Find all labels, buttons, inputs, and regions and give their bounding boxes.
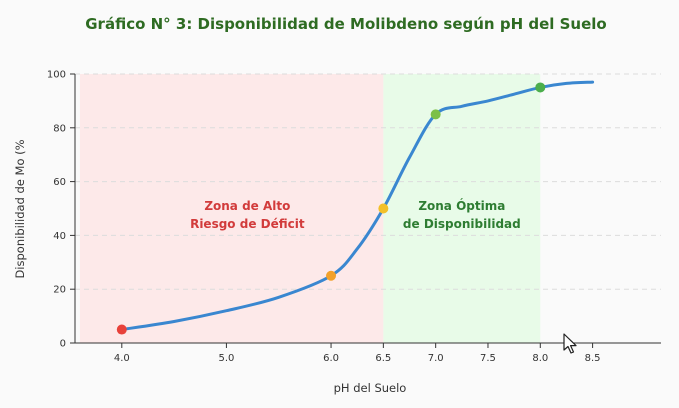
series-line-0 <box>120 80 595 332</box>
points-layer <box>116 82 546 335</box>
x-tick-label-6: 8.0 <box>532 353 548 364</box>
y-tick-label-5: 100 <box>47 70 66 81</box>
zone-labels-layer: Zona de Alto Riesgo de Déficit Zona Óptima… <box>190 198 521 231</box>
zone-band-1 <box>383 74 541 343</box>
x-tick-label-5: 7.5 <box>480 353 496 364</box>
zone-band-0 <box>79 74 384 343</box>
data-point-2 <box>378 203 389 214</box>
data-point-3 <box>430 109 441 120</box>
zone-label-1-1: de Disponibilidad <box>403 217 521 231</box>
chart-title: Gráfico N° 3: Disponibilidad de Molibden… <box>85 15 606 33</box>
y-tick-label-0: 0 <box>60 339 66 350</box>
x-axis-label: pH del Suelo <box>334 381 407 395</box>
zone-label-0-1: Riesgo de Déficit <box>190 217 305 231</box>
x-tick-label-0: 4.0 <box>114 353 130 364</box>
y-tick-label-1: 20 <box>53 285 66 296</box>
data-point-4 <box>535 82 546 93</box>
y-tick-label-3: 60 <box>53 177 66 188</box>
x-tick-label-1: 5.0 <box>218 353 234 364</box>
x-tick-label-3: 6.5 <box>375 353 391 364</box>
series-layer <box>120 80 595 332</box>
zone-label-0-0: Zona de Alto <box>204 199 290 213</box>
y-tick-label-4: 80 <box>53 123 66 134</box>
x-tick-label-7: 8.5 <box>585 353 601 364</box>
axes-layer: 0 20 40 60 80 100 4.0 5.0 6.0 6.5 7.0 7.5 8.0 8.5 <box>47 70 661 364</box>
x-tick-label-2: 6.0 <box>323 353 339 364</box>
mouse-pointer-icon <box>563 333 577 354</box>
y-axis-label: Disponibilidad de Mo (% <box>13 139 27 278</box>
data-point-0 <box>116 324 127 335</box>
grid-layer <box>75 73 661 290</box>
data-point-1 <box>326 270 337 281</box>
zones-layer <box>79 74 541 343</box>
x-tick-label-4: 7.0 <box>428 353 444 364</box>
zone-label-1-0: Zona Óptima <box>418 198 505 213</box>
y-tick-label-2: 40 <box>53 231 66 242</box>
